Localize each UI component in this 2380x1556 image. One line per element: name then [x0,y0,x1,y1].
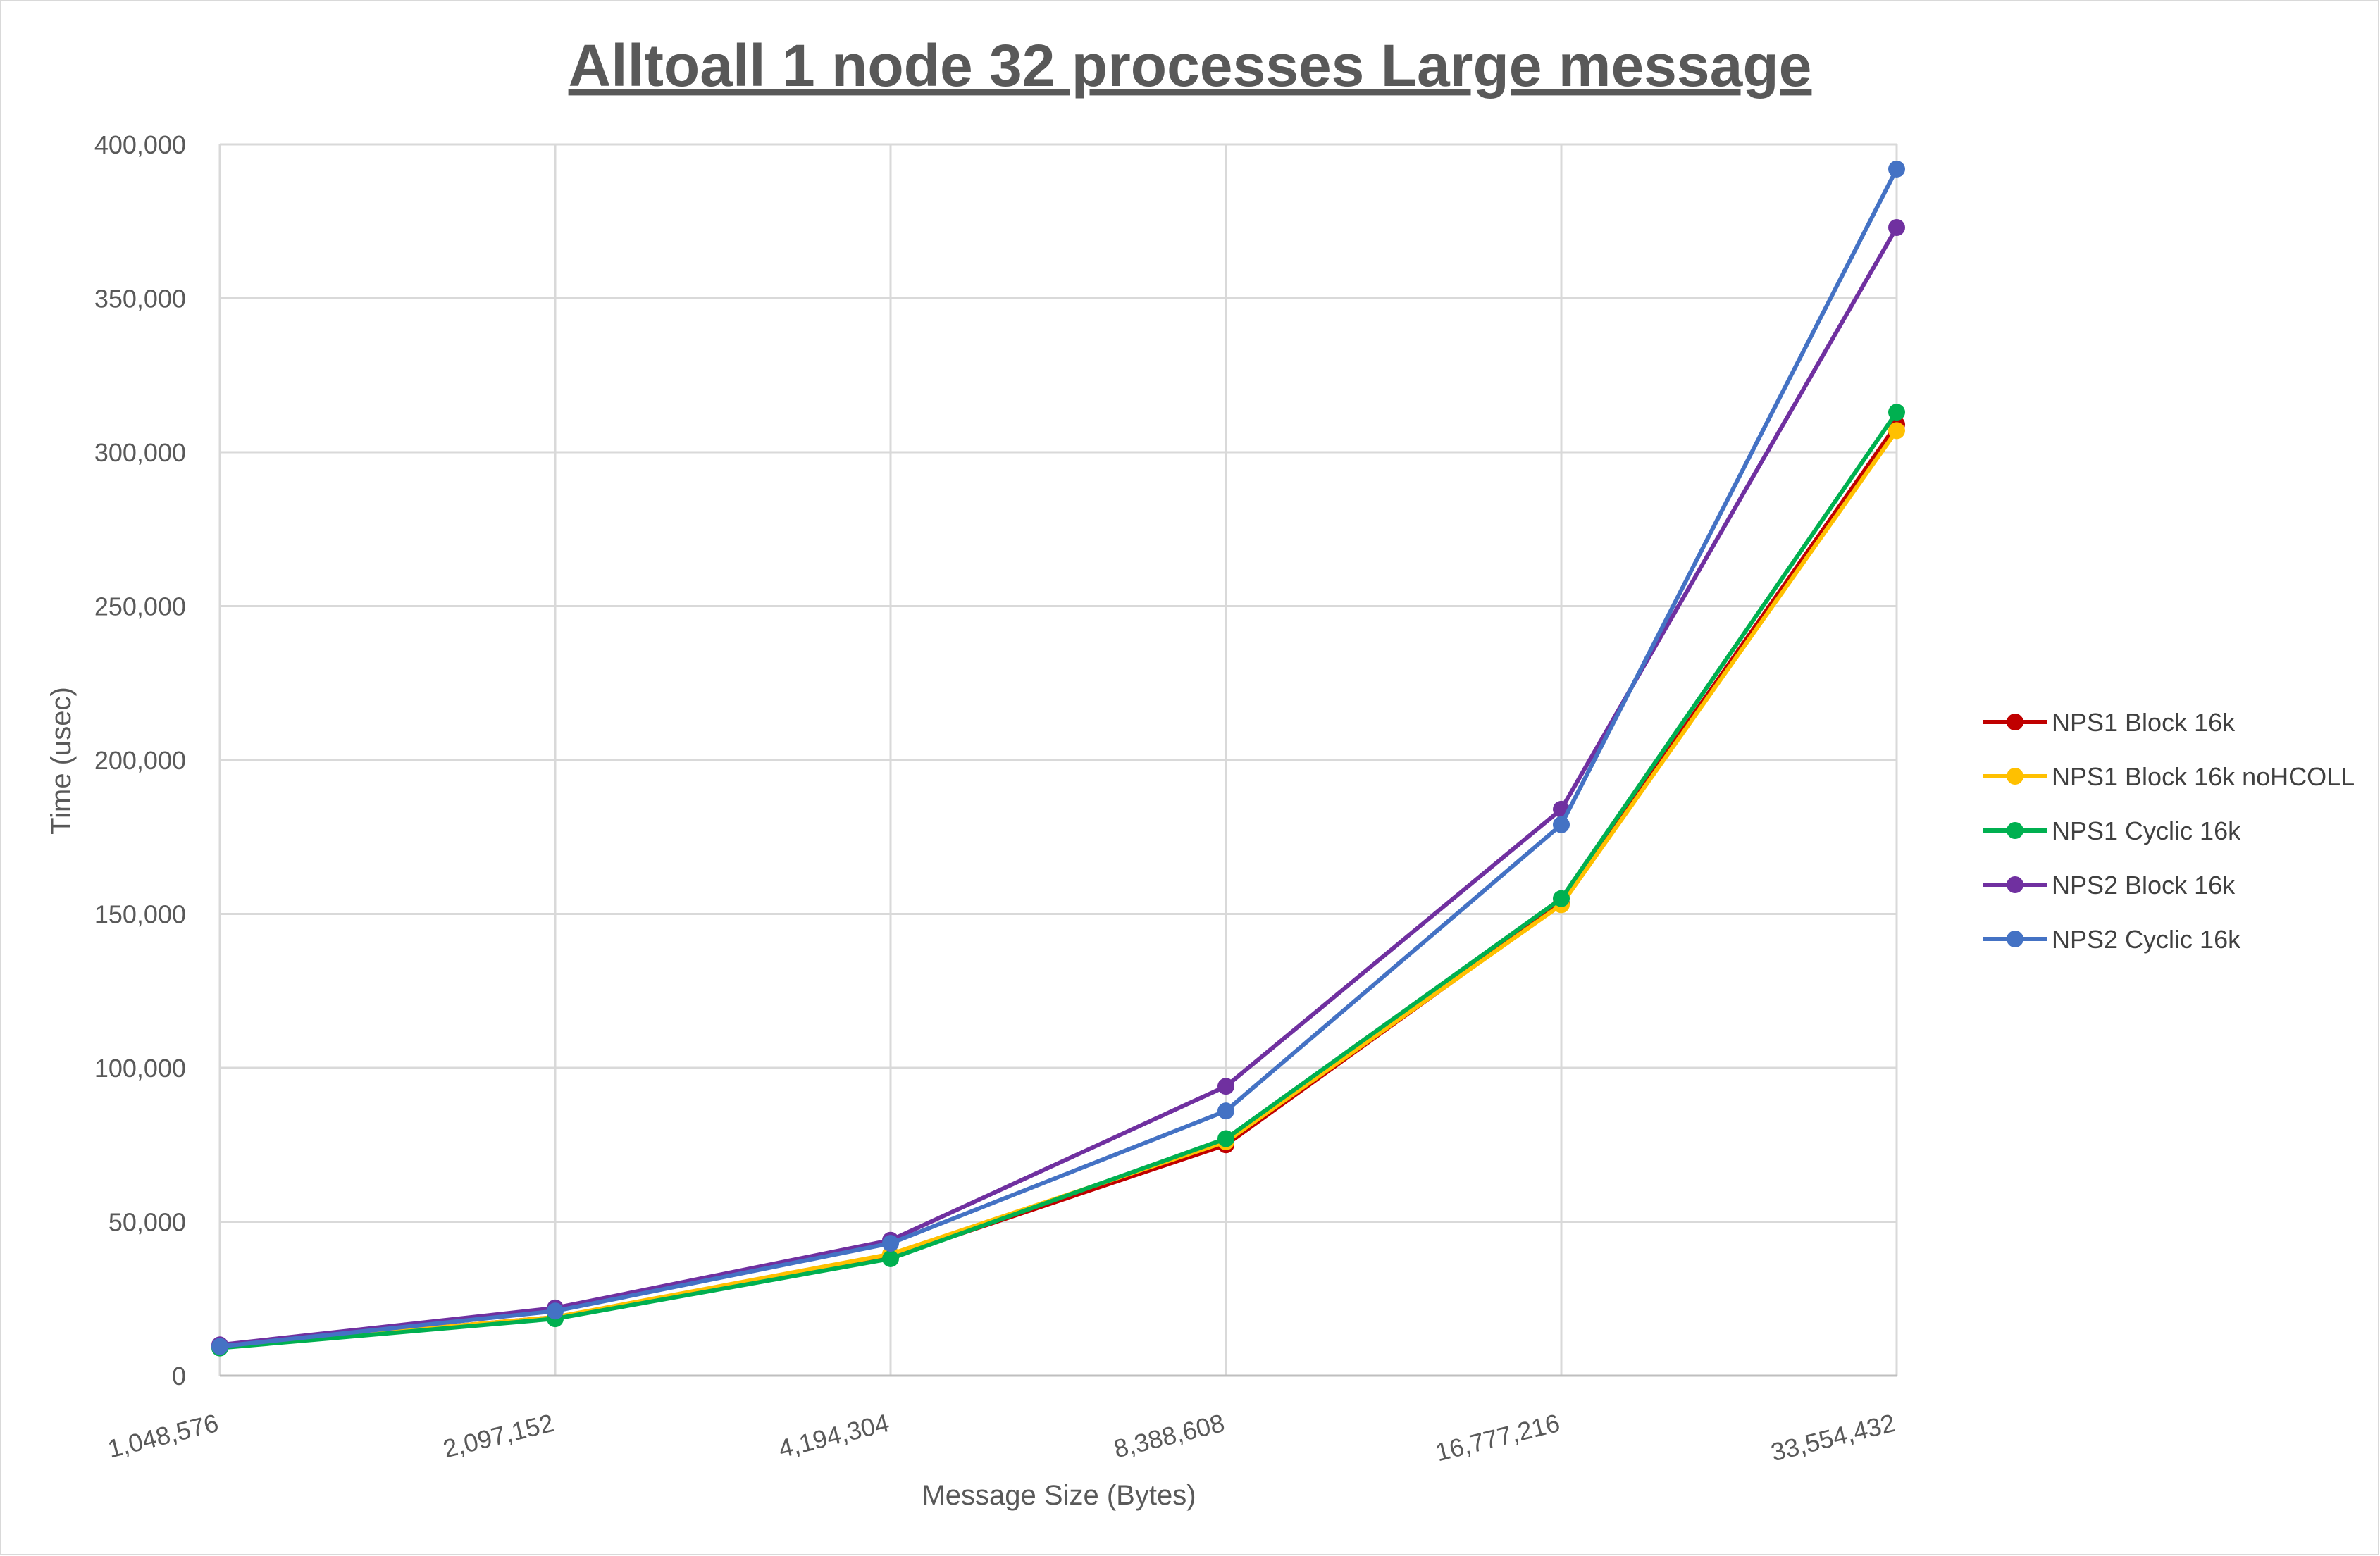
legend-item: NPS1 Cyclic 16k [1983,816,2241,845]
data-point [1553,890,1570,907]
series-1 [211,422,1905,1355]
data-point [1217,1078,1234,1095]
y-tick-label: 400,000 [94,130,186,159]
x-tick-label: 8,388,608 [1111,1408,1227,1464]
legend-swatch-marker [2007,931,2023,947]
legend-item: NPS2 Cyclic 16k [1983,925,2241,954]
series-line [218,422,1899,1349]
y-tick-label: 350,000 [94,285,186,313]
x-axis-ticks: 1,048,576 2,097,152 4,194,304 8,388,608 16,7… [105,1408,1898,1467]
data-point [1217,1130,1234,1147]
legend-label: NPS2 Block 16k [2052,871,2236,900]
legend-label: NPS2 Cyclic 16k [2052,925,2241,954]
series-0 [211,416,1905,1355]
series-4 [211,160,1905,1355]
legend-label: NPS1 Block 16k noHCOLL [2052,762,2355,791]
legend-swatch-marker [2007,714,2023,730]
data-point [882,1250,899,1267]
x-tick-label: 4,194,304 [776,1408,892,1464]
grid [218,143,1898,1377]
legend-label: NPS1 Cyclic 16k [2052,816,2241,845]
series-3 [211,218,1905,1354]
legend-item: NPS2 Block 16k [1983,871,2236,900]
data-point [1888,422,1905,440]
y-tick-label: 0 [172,1362,186,1390]
data-point [547,1302,564,1320]
legend: NPS1 Block 16k NPS1 Block 16k noHCOLL NPS1… [1983,708,2355,954]
data-point [882,1235,899,1252]
data-point [1888,218,1905,236]
legend-swatch-marker [2007,822,2023,839]
y-tick-label: 100,000 [94,1054,186,1083]
data-point [1553,816,1570,833]
y-tick-label: 250,000 [94,592,186,621]
legend-swatch-marker [2007,876,2023,893]
series-line [218,166,1899,1349]
x-tick-label: 16,777,216 [1432,1408,1563,1467]
x-tick-label: 2,097,152 [440,1408,557,1464]
chart-title: Alltoall 1 node 32 processes Large messa… [569,32,1812,99]
legend-swatch-marker [2007,768,2023,785]
series-2 [211,404,1905,1357]
series-lines [211,160,1905,1357]
data-point [1217,1102,1234,1120]
y-tick-label: 300,000 [94,438,186,467]
series-line [218,428,1899,1349]
y-tick-label: 150,000 [94,900,186,929]
series-line [218,410,1899,1350]
data-point [211,1338,228,1355]
y-axis-ticks: 0 50,000 100,000 150,000 200,000 250,000 300,0… [94,130,186,1390]
data-point [1888,404,1905,421]
legend-label: NPS1 Block 16k [2052,708,2236,737]
legend-item: NPS1 Block 16k [1983,708,2236,737]
x-tick-label: 33,554,432 [1768,1408,1898,1467]
x-tick-label: 1,048,576 [105,1408,221,1464]
y-axis-label: Time (usec) [46,687,77,835]
data-point [1888,160,1905,178]
y-tick-label: 200,000 [94,746,186,775]
y-tick-label: 50,000 [109,1208,186,1237]
x-axis-label: Message Size (Bytes) [922,1480,1196,1511]
legend-item: NPS1 Block 16k noHCOLL [1983,762,2355,791]
